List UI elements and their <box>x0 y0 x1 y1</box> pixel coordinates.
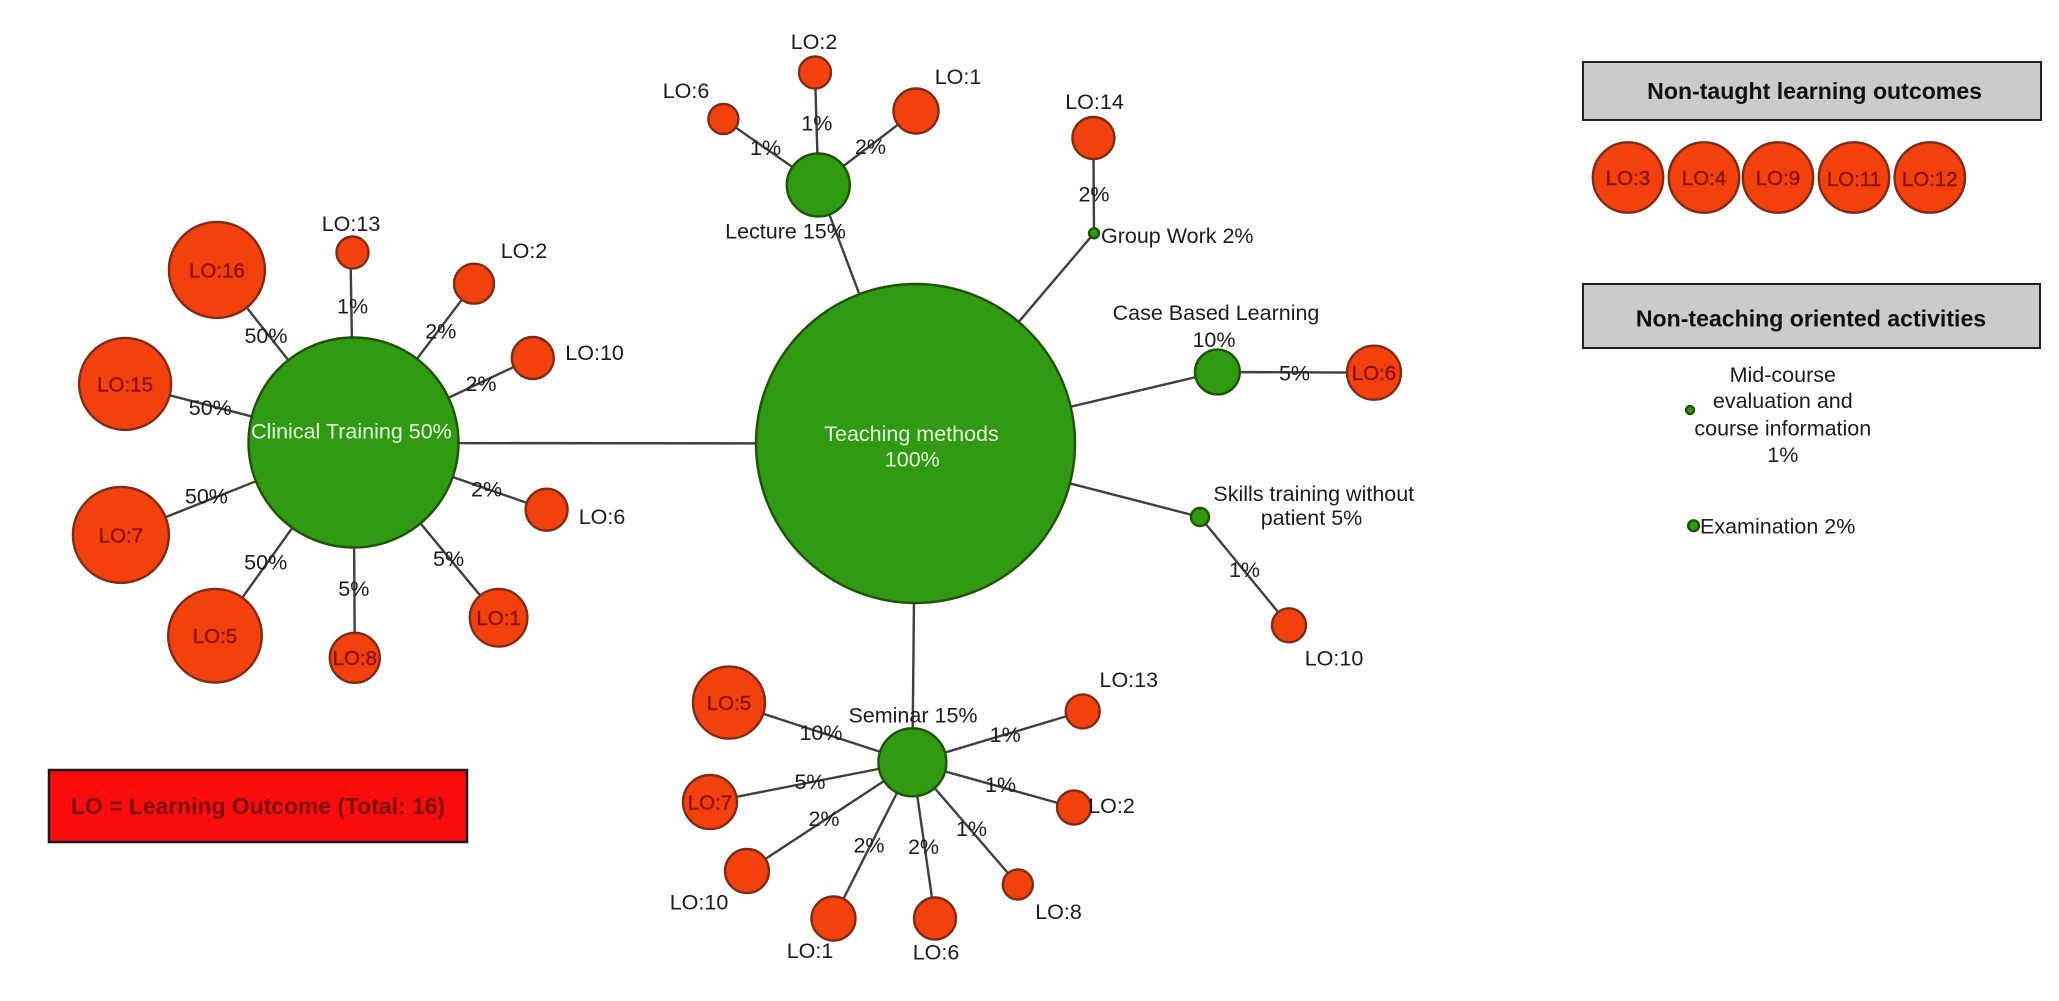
svg-text:LO:2: LO:2 <box>791 30 838 54</box>
svg-text:LO:15: LO:15 <box>97 373 153 396</box>
svg-text:1%: 1% <box>801 112 832 136</box>
svg-text:LO:6: LO:6 <box>579 505 626 529</box>
svg-text:1%: 1% <box>956 817 987 841</box>
svg-text:Non-taught learning outcomes: Non-taught learning outcomes <box>1647 78 1982 104</box>
svg-text:2%: 2% <box>471 478 502 502</box>
svg-text:LO:8: LO:8 <box>333 647 377 670</box>
svg-text:LO:10: LO:10 <box>670 891 729 915</box>
svg-text:50%: 50% <box>244 324 287 348</box>
svg-text:1%: 1% <box>1229 558 1260 582</box>
svg-text:5%: 5% <box>433 547 464 571</box>
svg-text:2%: 2% <box>425 320 456 344</box>
svg-text:2%: 2% <box>908 835 939 859</box>
svg-text:2%: 2% <box>855 135 886 159</box>
svg-text:LO:14: LO:14 <box>1065 90 1124 114</box>
svg-text:LO:1: LO:1 <box>787 939 834 963</box>
svg-text:LO:5: LO:5 <box>707 692 751 715</box>
svg-text:10%: 10% <box>799 721 842 745</box>
svg-text:LO:2: LO:2 <box>1088 794 1135 818</box>
svg-text:patient 5%: patient 5% <box>1261 506 1363 530</box>
svg-text:LO:6: LO:6 <box>663 79 710 103</box>
svg-text:2%: 2% <box>465 372 496 396</box>
svg-text:Lecture 15%: Lecture 15% <box>725 220 846 244</box>
svg-text:LO:11: LO:11 <box>1827 168 1881 191</box>
svg-text:Mid-course: Mid-course <box>1730 363 1836 387</box>
svg-text:LO:7: LO:7 <box>99 524 143 547</box>
svg-text:LO:5: LO:5 <box>193 625 237 648</box>
svg-text:LO:12: LO:12 <box>1902 168 1958 191</box>
svg-text:2%: 2% <box>808 807 839 831</box>
svg-text:LO:10: LO:10 <box>1305 647 1364 671</box>
svg-text:LO:9: LO:9 <box>1756 167 1800 190</box>
svg-text:Examination 2%: Examination 2% <box>1700 515 1855 539</box>
svg-text:2%: 2% <box>853 834 884 858</box>
svg-text:50%: 50% <box>244 551 287 575</box>
svg-text:Non-teaching oriented activiti: Non-teaching oriented activities <box>1636 306 1986 332</box>
svg-text:LO:13: LO:13 <box>1100 668 1159 692</box>
svg-text:LO:6: LO:6 <box>1352 362 1396 385</box>
svg-text:LO = Learning Outcome (Total:: LO = Learning Outcome (Total: 16) <box>71 793 445 819</box>
svg-text:LO:13: LO:13 <box>322 212 381 236</box>
svg-text:Skills training without: Skills training without <box>1213 482 1414 506</box>
svg-text:1%: 1% <box>1767 443 1798 467</box>
svg-text:LO:4: LO:4 <box>1682 167 1726 190</box>
svg-text:course information: course information <box>1694 417 1871 441</box>
svg-text:Clinical Training 50%: Clinical Training 50% <box>251 420 452 444</box>
svg-text:1%: 1% <box>337 295 368 319</box>
svg-text:5%: 5% <box>1279 362 1310 386</box>
svg-text:5%: 5% <box>338 577 369 601</box>
svg-text:LO:10: LO:10 <box>565 341 624 365</box>
svg-text:LO:7: LO:7 <box>688 791 732 814</box>
svg-text:10%: 10% <box>1192 328 1235 352</box>
svg-text:1%: 1% <box>990 723 1021 747</box>
svg-text:LO:8: LO:8 <box>1035 900 1082 924</box>
svg-text:evaluation and: evaluation and <box>1713 389 1853 413</box>
svg-text:2%: 2% <box>1078 183 1109 207</box>
svg-text:LO:2: LO:2 <box>501 239 548 263</box>
svg-text:Seminar 15%: Seminar 15% <box>848 704 977 728</box>
svg-text:Group Work 2%: Group Work 2% <box>1101 224 1254 248</box>
svg-text:1%: 1% <box>750 136 781 160</box>
svg-text:1%: 1% <box>985 773 1016 797</box>
svg-text:100%: 100% <box>885 448 940 472</box>
svg-text:50%: 50% <box>185 485 228 509</box>
svg-text:LO:3: LO:3 <box>1606 167 1650 190</box>
svg-text:5%: 5% <box>794 770 825 794</box>
svg-text:Case Based Learning: Case Based Learning <box>1113 301 1320 325</box>
svg-text:LO:1: LO:1 <box>935 65 982 89</box>
svg-text:Teaching methods: Teaching methods <box>824 422 999 446</box>
svg-text:50%: 50% <box>189 396 232 420</box>
svg-text:LO:6: LO:6 <box>913 941 960 965</box>
svg-text:LO:1: LO:1 <box>476 607 520 630</box>
svg-text:LO:16: LO:16 <box>189 259 245 282</box>
